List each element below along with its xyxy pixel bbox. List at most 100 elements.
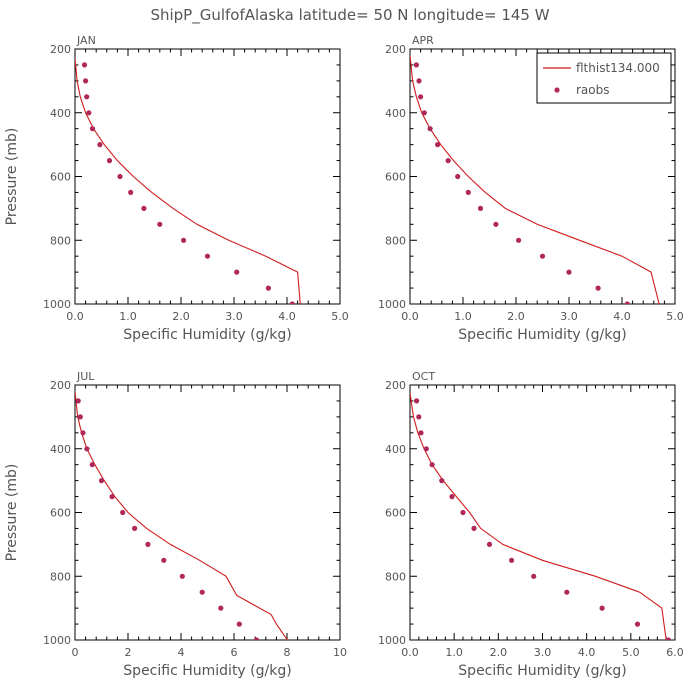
model-profile-line: [410, 392, 667, 640]
raobs-point: [624, 301, 630, 304]
panel-apr: APR 0.0 1.0 2.0 3.0 4.0 5.0 200 400 600 800 1000 Spe…: [378, 34, 684, 343]
raobs-point: [665, 637, 671, 640]
y-tick-label: 200: [50, 43, 71, 56]
y-tick-label: 400: [385, 443, 406, 456]
model-profile-line: [75, 391, 289, 640]
plot-frame: [409, 384, 676, 641]
raobs-point: [236, 621, 242, 627]
panel-jan: JAN 0.0 1.0 2.0 3.0 4.0 5.0 200 400 600 800 1000 Spe…: [4, 34, 349, 343]
x-axis-title: Specific Humidity (g/kg): [458, 327, 626, 343]
legend-obs-label: raobs: [576, 83, 610, 97]
raobs-point: [289, 301, 295, 304]
raobs-point: [634, 621, 641, 627]
raobs-point: [109, 494, 115, 500]
plot-frame: [74, 48, 341, 305]
raobs-point: [486, 541, 493, 548]
model-profile-line: [75, 58, 301, 304]
raobs-point: [421, 110, 427, 116]
y-tick-label: 1000: [378, 634, 406, 647]
x-tick-label: 6.0: [666, 646, 684, 659]
x-tick-label: 1.0: [454, 310, 472, 323]
raobs-point: [516, 237, 522, 243]
x-axis-title: Specific Humidity (g/kg): [123, 663, 291, 679]
panel-data: [410, 392, 671, 640]
raobs-point: [145, 541, 151, 548]
panel-jul: JUL 0 2 4 6 8 10 200 400 600 800 1000 Specific Humid…: [4, 370, 347, 679]
raobs-point: [599, 605, 605, 611]
x-tick-label: 2: [125, 646, 132, 659]
raobs-point: [179, 573, 185, 579]
raobs-point: [141, 205, 147, 211]
plot-frame: [74, 384, 341, 641]
x-tick-label: 2.0: [507, 310, 525, 323]
x-tick-label: 4.0: [613, 310, 631, 323]
y-tick-label: 800: [385, 570, 406, 583]
raobs-point: [416, 78, 422, 84]
y-tick-label: 800: [50, 234, 71, 247]
y-tick-label: 600: [50, 171, 71, 184]
raobs-point: [84, 94, 90, 100]
x-tick-label: 4.0: [578, 646, 596, 659]
raobs-point: [439, 478, 445, 484]
raobs-point: [204, 253, 211, 259]
raobs-point: [445, 158, 451, 164]
raobs-point: [253, 637, 260, 640]
raobs-point: [564, 589, 570, 595]
raobs-point: [80, 430, 86, 436]
raobs-point: [509, 557, 515, 563]
raobs-point: [416, 414, 422, 420]
panel-label: JAN: [76, 34, 96, 47]
raobs-point: [418, 94, 424, 100]
raobs-point: [89, 462, 95, 468]
raobs-point: [98, 478, 105, 484]
x-tick-label: 0.0: [401, 646, 419, 659]
raobs-point: [77, 414, 83, 420]
raobs-point: [106, 158, 113, 164]
x-tick-label: 2.0: [490, 646, 508, 659]
raobs-point: [265, 285, 271, 291]
raobs-point: [84, 446, 90, 452]
panel-data: [75, 58, 301, 304]
raobs-point: [418, 430, 424, 436]
raobs-point: [199, 589, 205, 595]
model-profile-line: [410, 55, 660, 304]
y-tick-label: 400: [50, 443, 71, 456]
x-tick-label: 6: [231, 646, 238, 659]
x-tick-label: 3.0: [560, 310, 578, 323]
y-tick-label: 1000: [378, 298, 406, 311]
raobs-point: [460, 509, 466, 516]
y-axis-title: Pressure (mb): [4, 128, 20, 226]
raobs-point: [539, 253, 546, 259]
x-axis-title: Specific Humidity (g/kg): [123, 327, 291, 343]
y-tick-label: 200: [385, 43, 406, 56]
raobs-point: [75, 398, 81, 404]
raobs-point: [414, 398, 420, 404]
x-tick-label: 2.0: [172, 310, 190, 323]
legend-dot-swatch: [554, 87, 560, 93]
raobs-point: [413, 62, 419, 68]
panel-oct: OCT 0.0 1.0 2.0 3.0 4.0 5.0 6.0 200 400 600 800 1000…: [378, 370, 684, 679]
raobs-point: [595, 285, 601, 291]
panel-data: [410, 55, 660, 304]
raobs-point: [566, 269, 572, 275]
raobs-point: [493, 221, 499, 227]
y-tick-label: 1000: [43, 634, 71, 647]
raobs-point: [83, 78, 89, 84]
x-tick-label: 1.0: [445, 646, 463, 659]
raobs-point: [120, 509, 126, 516]
raobs-point: [531, 573, 537, 579]
panel-data: [75, 391, 289, 640]
x-axis-title: Specific Humidity (g/kg): [458, 663, 626, 679]
raobs-point: [477, 205, 484, 211]
y-tick-label: 600: [50, 507, 71, 520]
y-tick-label: 600: [385, 507, 406, 520]
x-tick-label: 0.0: [66, 310, 84, 323]
raobs-point: [234, 269, 240, 275]
panel-label: APR: [412, 34, 434, 47]
y-tick-label: 400: [385, 107, 406, 120]
x-tick-label: 1.0: [119, 310, 137, 323]
x-tick-label: 8: [284, 646, 291, 659]
raobs-point: [218, 605, 224, 611]
x-tick-label: 0.0: [401, 310, 419, 323]
panel-label: JUL: [76, 370, 95, 383]
